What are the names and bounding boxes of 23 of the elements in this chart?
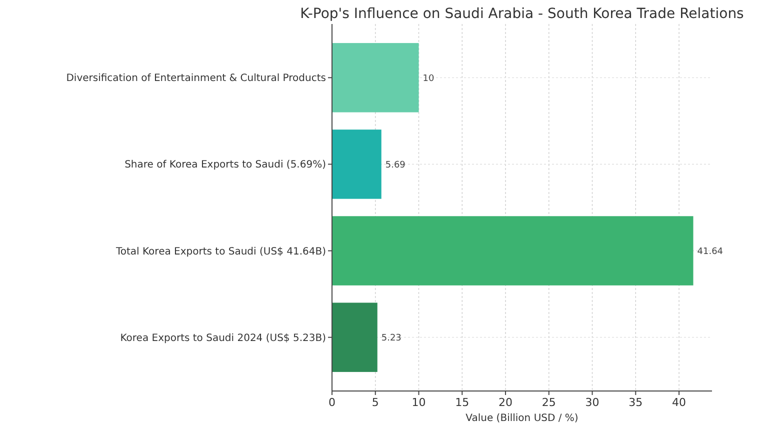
bar [332, 43, 419, 112]
y-tick-label: Korea Exports to Saudi 2024 (US$ 5.23B) [120, 332, 326, 344]
x-tick-label: 5 [372, 396, 379, 409]
bar [332, 302, 378, 372]
x-axis-title: Value (Billion USD / %) [466, 413, 578, 424]
data-label: 5.23 [381, 333, 402, 344]
data-label: 41.64 [697, 246, 724, 257]
bar [332, 130, 382, 199]
x-tick-label: 10 [412, 396, 426, 409]
bar [332, 216, 694, 286]
x-tick-label: 40 [672, 396, 686, 409]
y-tick-label: Total Korea Exports to Saudi (US$ 41.64B) [114, 246, 326, 258]
x-tick-label: 20 [498, 396, 513, 409]
x-tick-label: 25 [542, 396, 556, 409]
data-label: 10 [422, 74, 434, 84]
y-tick-label: Diversification of Entertainment & Cultural Products [66, 73, 326, 84]
chart-title: K-Pop's Influence on Saudi Arabia - South Korea Trade Relations [300, 6, 744, 22]
x-tick-label: 30 [585, 396, 600, 409]
data-label: 5.69 [385, 160, 406, 170]
y-tick-label: Share of Korea Exports to Saudi (5.69%) [124, 160, 326, 171]
x-tick-label: 15 [455, 396, 470, 409]
x-tick-label: 35 [628, 396, 643, 409]
x-tick-label: 0 [328, 396, 336, 409]
